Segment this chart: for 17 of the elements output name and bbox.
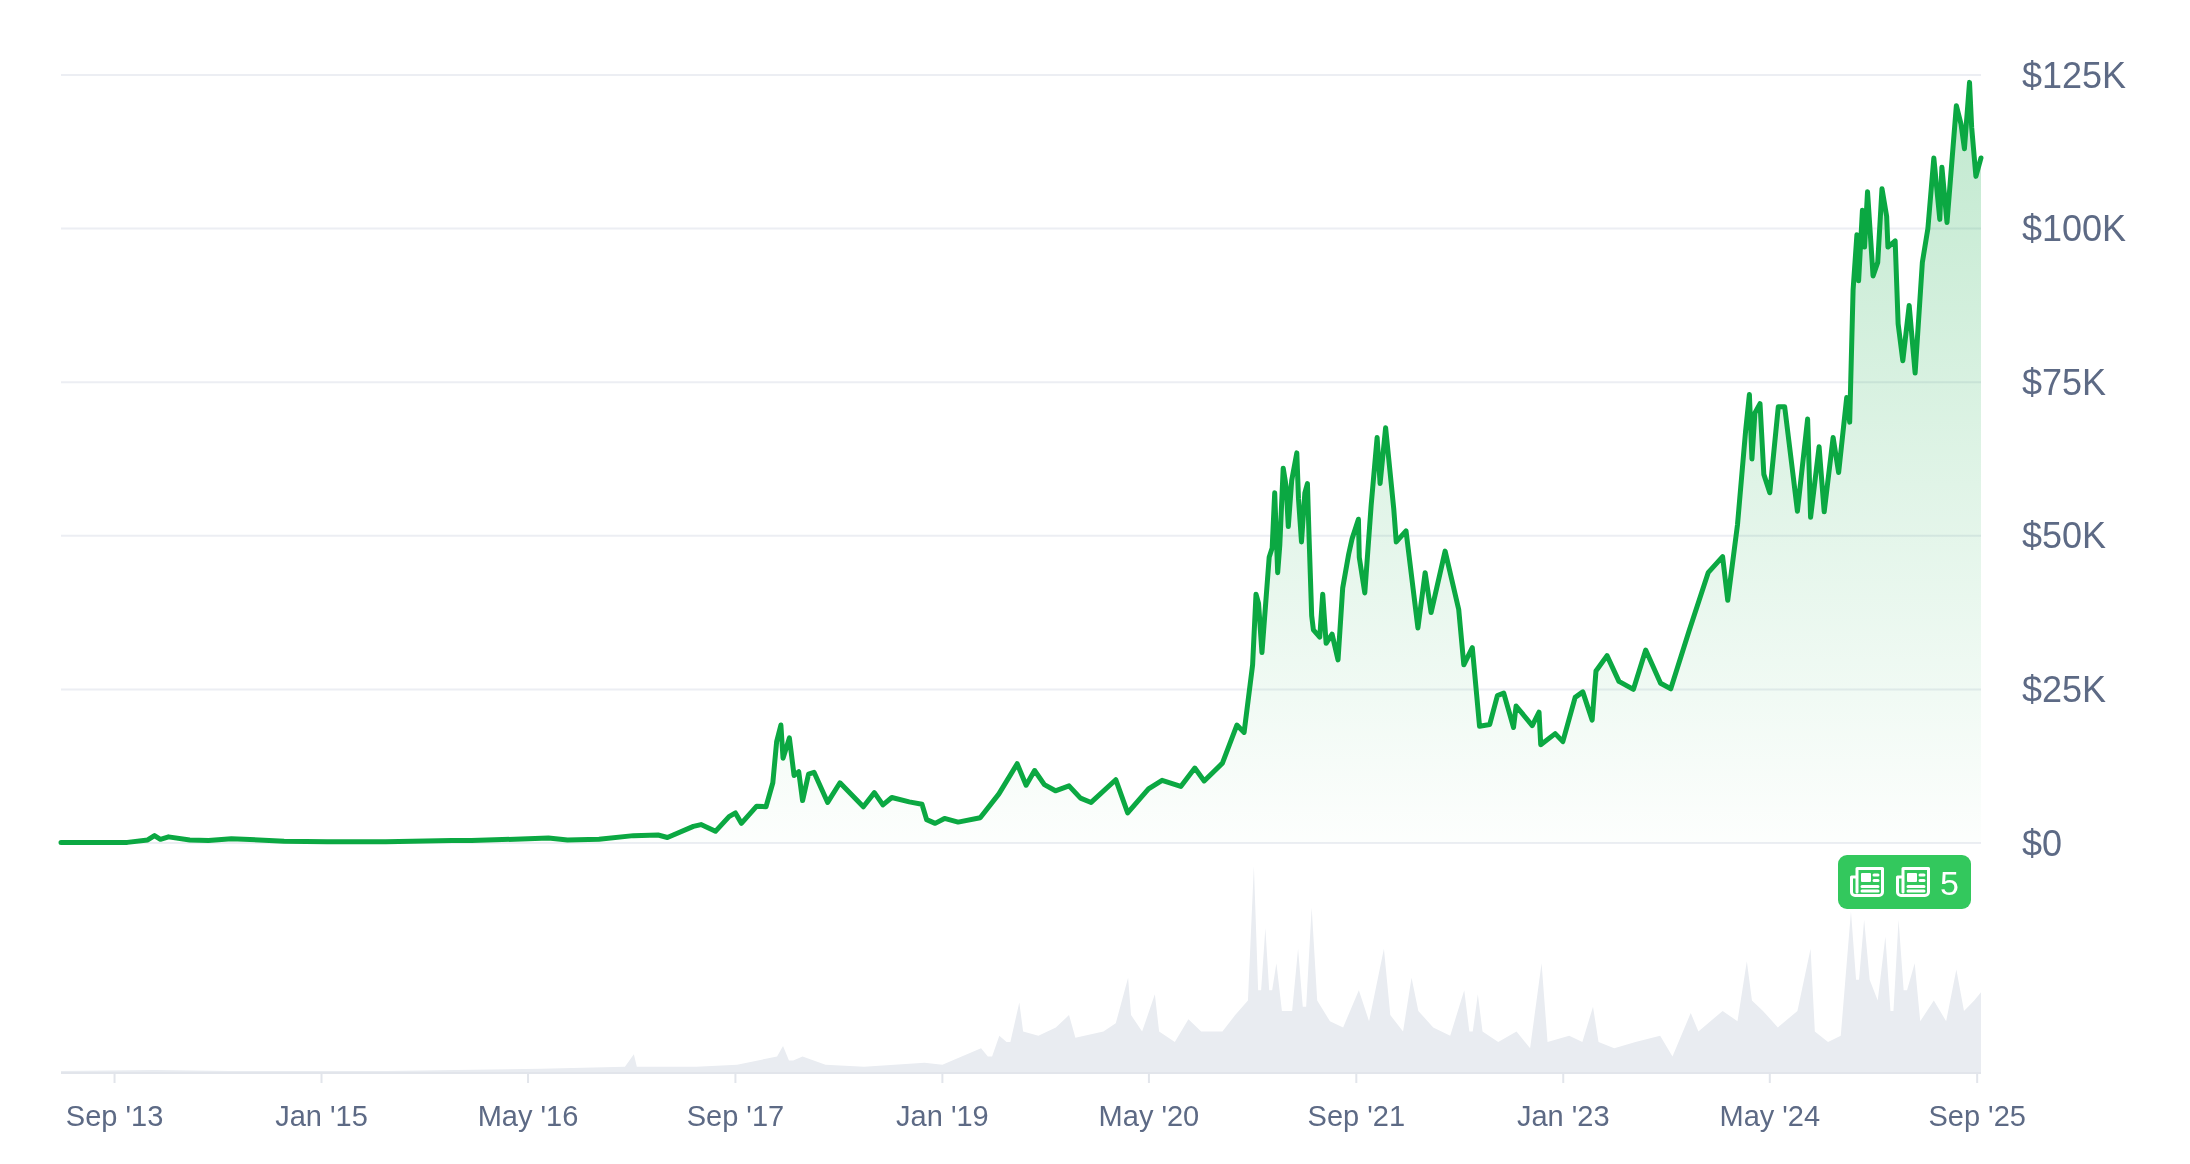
x-tick-label: May '16: [477, 1100, 579, 1132]
x-tick-label: Sep '21: [1307, 1100, 1406, 1132]
x-tick-label: May '24: [1719, 1100, 1821, 1132]
annotation: 5: [1940, 864, 1959, 902]
x-tick-label: Sep '13: [65, 1100, 164, 1132]
y-tick-label: $25K: [2022, 668, 2107, 710]
x-tick-label: Sep '17: [686, 1100, 785, 1132]
x-tick-label: Jan '15: [275, 1100, 368, 1132]
y-tick-label: $75K: [2022, 361, 2107, 403]
y-tick-label: $100K: [2022, 208, 2127, 250]
y-tick-label: $125K: [2022, 54, 2127, 96]
y-tick-label: $0: [2022, 822, 2063, 864]
y-tick-label: $50K: [2022, 515, 2107, 557]
x-tick-label: Jan '19: [896, 1100, 989, 1132]
x-tick-label: Sep '25: [1928, 1100, 2026, 1132]
x-tick-label: Jan '23: [1516, 1100, 1610, 1132]
x-tick-label: May '20: [1098, 1100, 1200, 1132]
